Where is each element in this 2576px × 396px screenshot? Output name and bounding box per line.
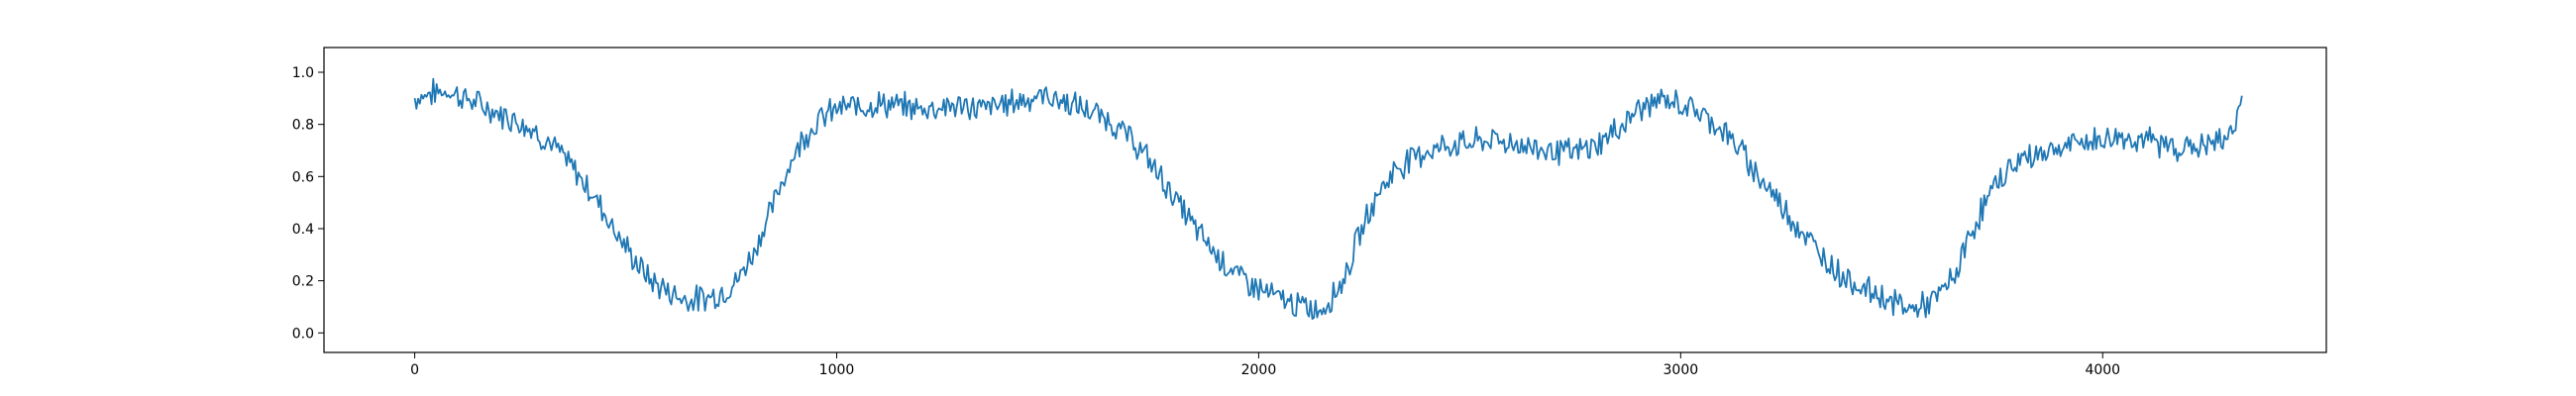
series-line-0: [413, 77, 2243, 321]
y-tick-label: 0.8: [292, 118, 314, 134]
x-tick-label: 3000: [1664, 362, 1699, 378]
y-tick-label: 0.4: [292, 222, 314, 238]
y-tick-label: 1.0: [292, 65, 314, 81]
y-tick-label: 0.6: [292, 169, 314, 185]
x-axis: 0 1000 2000 3000 4000: [410, 352, 2120, 378]
x-tick-label: 2000: [1241, 362, 1277, 378]
y-axis: 0.0 0.2 0.4 0.6 0.8 1.0: [292, 65, 324, 342]
axes-frame: [323, 47, 2327, 353]
x-tick-label: 4000: [2085, 362, 2120, 378]
x-tick-label: 0: [410, 362, 419, 378]
series-layer: [413, 77, 2243, 321]
y-tick-label: 0.0: [292, 326, 314, 342]
x-tick-label: 1000: [819, 362, 855, 378]
y-tick-label: 0.2: [292, 274, 314, 290]
